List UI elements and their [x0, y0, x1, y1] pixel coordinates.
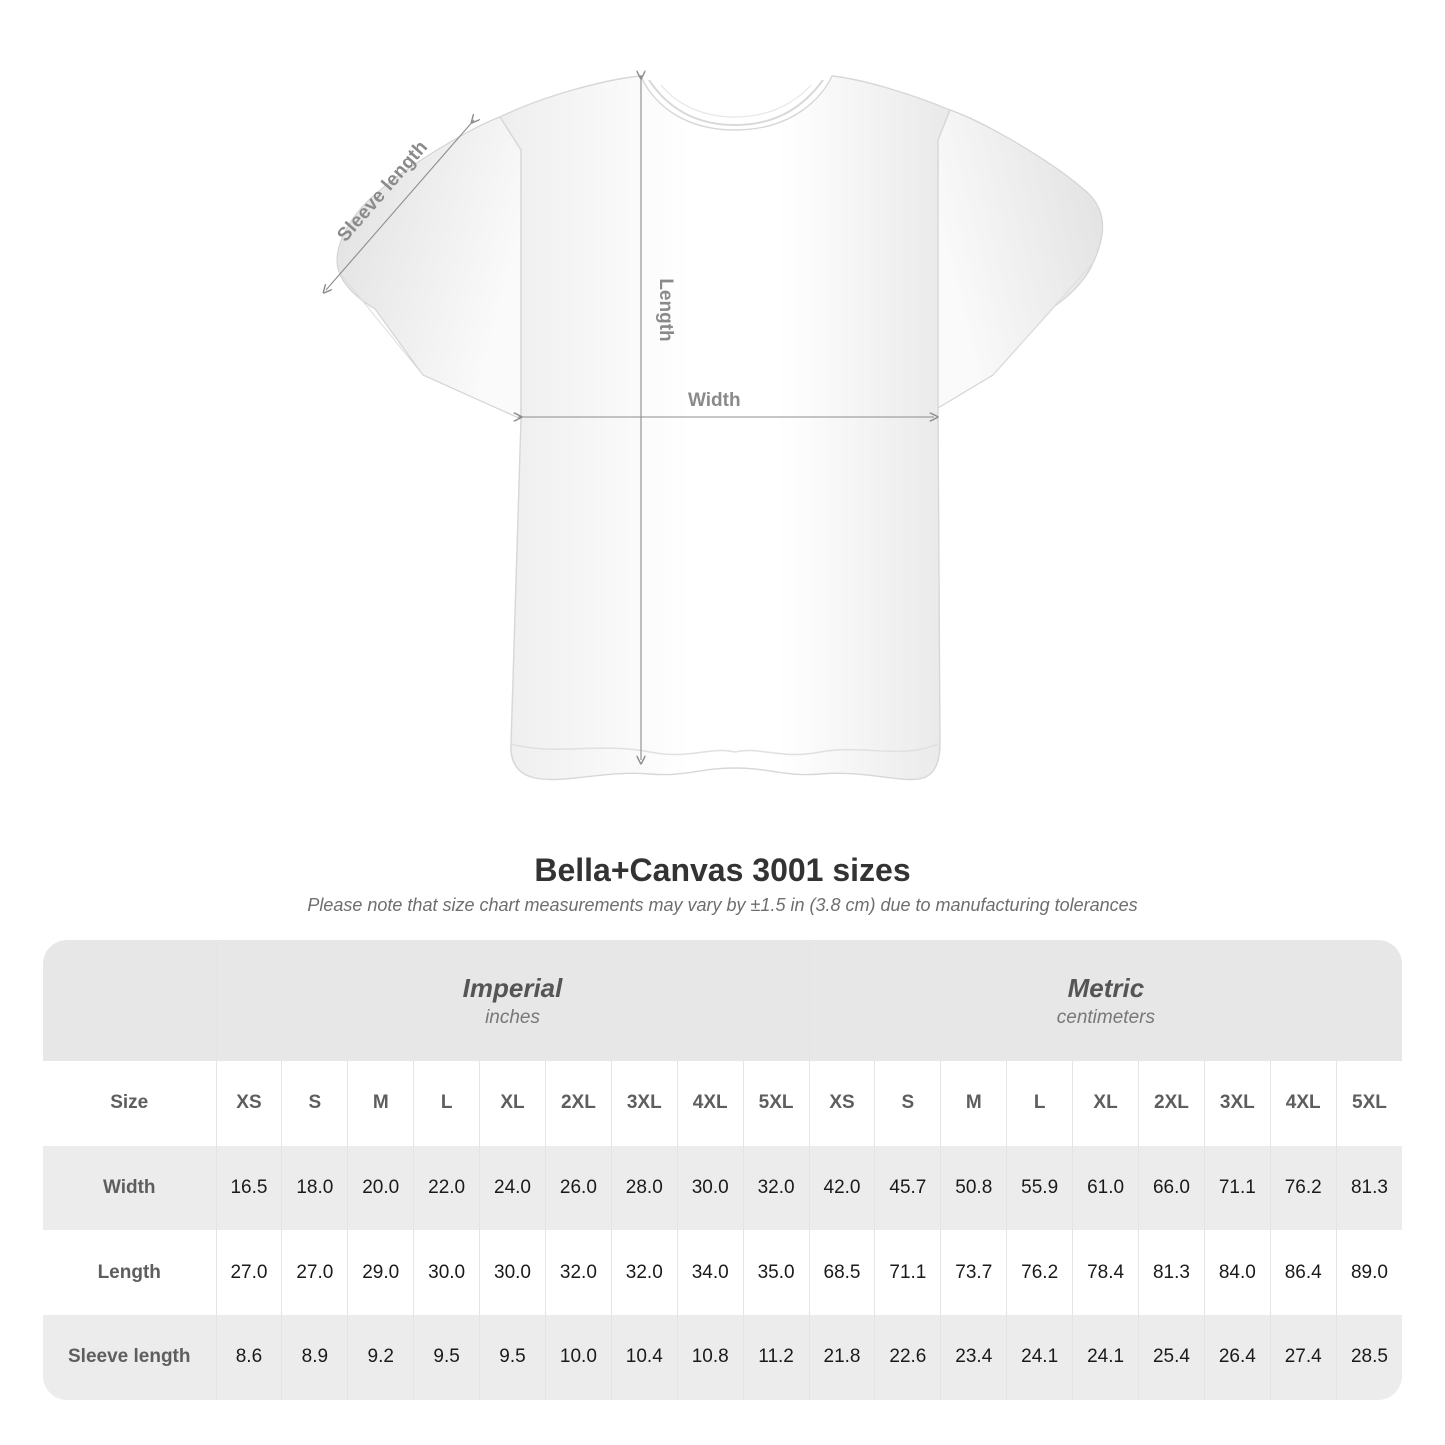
svg-text:Sleeve length: Sleeve length [333, 137, 432, 246]
svg-text:Length: Length [655, 278, 676, 341]
svg-text:Width: Width [688, 390, 741, 411]
